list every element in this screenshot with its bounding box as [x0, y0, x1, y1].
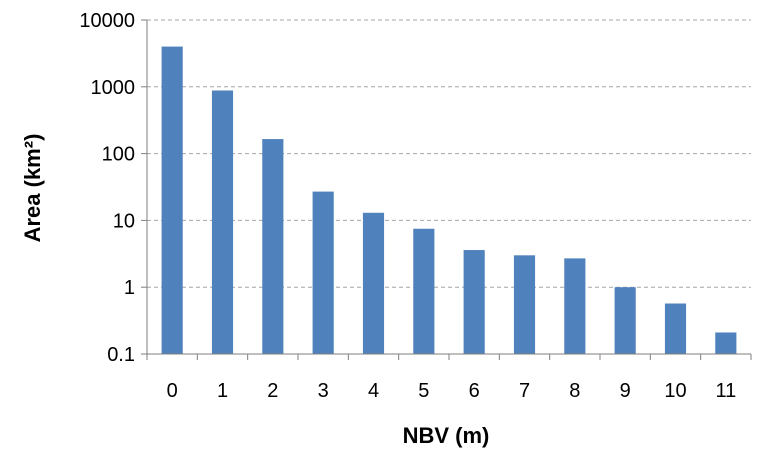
- axes: [141, 19, 752, 360]
- bar-10: [664, 303, 687, 354]
- y-tick-label-10000: 10000: [79, 10, 135, 32]
- bar-3: [312, 191, 334, 354]
- bar-4: [362, 212, 385, 354]
- bar-7: [513, 255, 536, 354]
- y-tick-labels: 0.1 1 10 100 1000 10000: [79, 10, 135, 366]
- x-tick-label-6: 6: [469, 380, 480, 402]
- x-axis-title: NBV (m): [403, 423, 490, 448]
- y-tick-label-1000: 1000: [91, 77, 136, 99]
- bar-5: [413, 228, 435, 354]
- bar-2: [262, 139, 284, 354]
- x-tick-label-7: 7: [519, 380, 530, 402]
- y-tick-label-0.1: 0.1: [107, 344, 135, 366]
- x-tick-labels: 0 1 2 3 4 5 6 7 8 9 10 11: [167, 380, 737, 402]
- bar-1: [211, 90, 234, 355]
- grid-lines: [147, 19, 751, 288]
- x-tick-label-4: 4: [368, 380, 379, 402]
- x-tick-label-9: 9: [620, 380, 631, 402]
- y-tick-label-1: 1: [124, 277, 135, 299]
- bar-0: [161, 46, 183, 354]
- x-tick-label-0: 0: [167, 380, 178, 402]
- x-tick-label-8: 8: [569, 380, 580, 402]
- x-tick-label-3: 3: [318, 380, 329, 402]
- x-tick-label-1: 1: [217, 380, 228, 402]
- bar-9: [614, 287, 636, 354]
- x-tick-label-10: 10: [664, 380, 686, 402]
- y-tick-label-10: 10: [113, 210, 135, 232]
- x-tick-label-11: 11: [715, 380, 736, 402]
- bar-11: [715, 332, 737, 354]
- x-tick-label-5: 5: [418, 380, 429, 402]
- y-axis-title: Area (km²): [20, 134, 45, 243]
- x-tick-label-2: 2: [267, 380, 278, 402]
- bar-6: [463, 250, 485, 354]
- bars: [161, 46, 737, 355]
- bar-8: [564, 258, 586, 354]
- y-tick-label-100: 100: [102, 144, 135, 166]
